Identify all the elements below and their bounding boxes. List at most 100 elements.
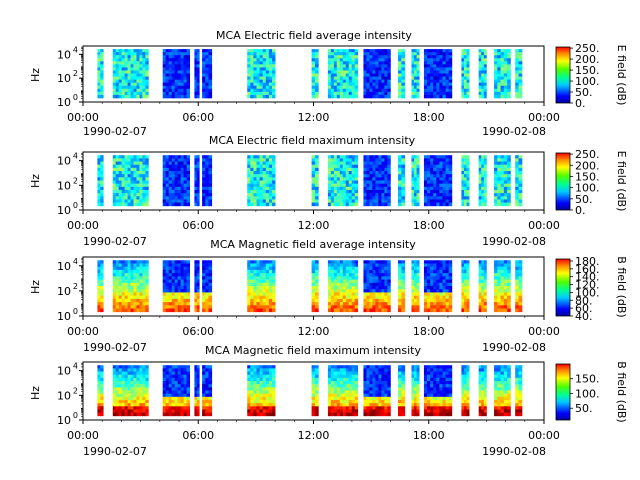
heatmap-cell xyxy=(518,186,523,191)
heatmap-cell xyxy=(262,196,267,200)
heatmap-cell xyxy=(194,180,198,185)
heatmap-cell xyxy=(186,412,191,417)
heatmap-cell xyxy=(259,193,264,197)
heatmap-cell xyxy=(121,295,126,300)
heatmap-cell xyxy=(518,260,523,264)
heatmap-cell xyxy=(136,403,140,407)
heatmap-cell xyxy=(369,199,373,204)
heatmap-cell xyxy=(124,164,128,169)
heatmap-cell xyxy=(351,269,356,274)
heatmap-cell xyxy=(205,155,209,159)
heatmap-cell xyxy=(171,52,176,56)
heatmap-cell xyxy=(448,193,453,197)
heatmap-cell xyxy=(271,403,276,407)
heatmap-cell xyxy=(333,67,338,71)
heatmap-cell xyxy=(372,177,376,181)
heatmap-cell xyxy=(194,260,198,264)
heatmap-cell xyxy=(112,399,117,404)
heatmap-cell xyxy=(363,58,367,62)
heatmap-cell xyxy=(162,260,167,264)
heatmap-cell xyxy=(411,298,415,303)
heatmap-cell xyxy=(127,263,131,268)
heatmap-cell xyxy=(262,193,267,197)
heatmap-cell xyxy=(430,76,434,81)
heatmap-cell xyxy=(411,282,415,287)
heatmap-cell xyxy=(208,76,213,81)
heatmap-cell xyxy=(369,305,373,309)
heatmap-cell xyxy=(481,94,485,99)
heatmap-cell xyxy=(180,305,185,309)
heatmap-cell xyxy=(433,94,437,99)
heatmap-cell xyxy=(165,189,170,194)
heatmap-cell xyxy=(401,58,406,62)
heatmap-cell xyxy=(378,155,382,159)
heatmap-cell xyxy=(250,155,254,159)
heatmap-cell xyxy=(171,260,176,264)
heatmap-cell xyxy=(436,295,440,300)
heatmap-cell xyxy=(387,189,391,194)
heatmap-cell xyxy=(330,180,335,185)
heatmap-cell xyxy=(375,183,379,188)
heatmap-cell xyxy=(115,186,120,191)
heatmap-cell xyxy=(507,67,511,71)
heatmap-cell xyxy=(442,196,447,200)
heatmap-cell xyxy=(448,58,453,62)
heatmap-cell xyxy=(268,285,273,290)
heatmap-cell xyxy=(401,189,406,194)
heatmap-cell xyxy=(311,199,316,204)
heatmap-cell xyxy=(165,390,170,395)
heatmap-cell xyxy=(518,180,523,185)
heatmap-cell xyxy=(262,409,267,414)
heatmap-cell xyxy=(378,269,382,274)
heatmap-cell xyxy=(196,292,200,297)
heatmap-cell xyxy=(196,412,200,417)
heatmap-cell xyxy=(202,377,206,382)
heatmap-cell xyxy=(414,276,417,280)
heatmap-cell xyxy=(339,167,344,172)
heatmap-cell xyxy=(366,161,370,166)
heatmap-cell xyxy=(194,58,198,62)
heatmap-cell xyxy=(127,387,131,391)
heatmap-cell xyxy=(427,199,431,204)
heatmap-cell xyxy=(503,67,508,71)
heatmap-cell xyxy=(118,180,123,185)
heatmap-cell xyxy=(142,167,146,172)
heatmap-cell xyxy=(194,174,198,178)
heatmap-cell xyxy=(97,302,101,306)
heatmap-cell xyxy=(262,91,267,96)
heatmap-cell xyxy=(202,384,206,388)
heatmap-cell xyxy=(271,189,276,194)
heatmap-cell xyxy=(366,273,370,277)
heatmap-cell xyxy=(503,85,508,90)
heatmap-cell xyxy=(372,91,376,96)
heatmap-cell xyxy=(265,49,270,53)
heatmap-cell xyxy=(183,263,188,268)
heatmap-cell xyxy=(448,171,453,175)
heatmap-cell xyxy=(174,387,179,391)
heatmap-cell xyxy=(100,412,104,417)
heatmap-cell xyxy=(165,155,170,159)
heatmap-cell xyxy=(339,273,344,277)
heatmap-cell xyxy=(247,79,251,84)
heatmap-cell xyxy=(345,305,350,309)
heatmap-cell xyxy=(427,161,431,166)
heatmap-cell xyxy=(414,189,417,194)
heatmap-cell xyxy=(478,285,482,290)
heatmap-cell xyxy=(311,76,316,81)
heatmap-cell xyxy=(250,266,254,271)
heatmap-cell xyxy=(202,399,206,404)
heatmap-cell xyxy=(196,365,200,369)
heatmap-cell xyxy=(372,85,376,90)
heatmap-cell xyxy=(262,399,267,404)
heatmap-cell xyxy=(165,58,170,62)
heatmap-cell xyxy=(369,282,373,287)
heatmap-cell xyxy=(398,76,402,81)
heatmap-cell xyxy=(448,174,453,178)
heatmap-cell xyxy=(466,273,470,277)
heatmap-cell xyxy=(183,384,188,388)
heatmap-cell xyxy=(136,73,140,77)
heatmap-cell xyxy=(507,282,511,287)
heatmap-cell xyxy=(121,412,126,417)
heatmap-cell xyxy=(259,79,264,84)
heatmap-cell xyxy=(127,399,131,404)
